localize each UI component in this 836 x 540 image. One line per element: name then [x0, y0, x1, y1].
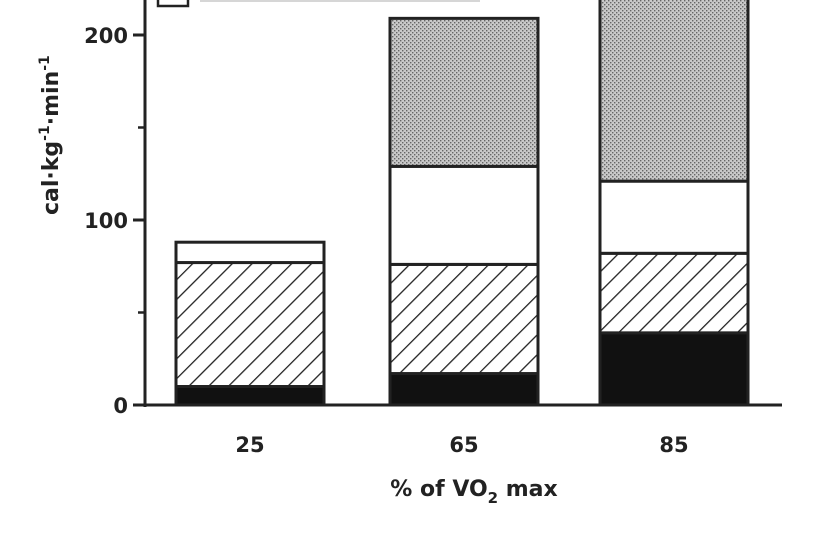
- bar-segment-solid-black: [388, 372, 540, 407]
- legend-swatch: [156, 0, 190, 8]
- bar-segment-solid-black: [174, 385, 326, 407]
- bar-segment-white: [174, 240, 326, 265]
- bar-segment-diagonal-hatch: [598, 251, 750, 335]
- x-axis-ticks: 25 65 85: [235, 433, 688, 457]
- bar-segment-stippled-gray: [598, 0, 750, 183]
- x-axis-title: % of VO2 max: [390, 477, 557, 507]
- x-tick-label: 65: [449, 433, 478, 457]
- bar-segment-stippled-gray: [388, 16, 540, 168]
- y-axis-ticks: 0 100 200: [84, 24, 145, 418]
- bar-segment-diagonal-hatch: [174, 261, 326, 388]
- y-tick-label: 100: [84, 209, 128, 233]
- y-axis-title: cal·kg-1·min-1: [37, 55, 64, 215]
- bar-segment-white: [388, 164, 540, 266]
- bar-segment-diagonal-hatch: [388, 262, 540, 376]
- y-tick-label: 0: [113, 394, 128, 418]
- y-tick-label: 200: [84, 24, 128, 48]
- bars: [174, 0, 750, 407]
- x-tick-label: 85: [659, 433, 688, 457]
- legend-smudge: [200, 0, 480, 2]
- bar-segment-solid-black: [598, 331, 750, 407]
- x-tick-label: 25: [235, 433, 264, 457]
- bar-segment-white: [598, 179, 750, 255]
